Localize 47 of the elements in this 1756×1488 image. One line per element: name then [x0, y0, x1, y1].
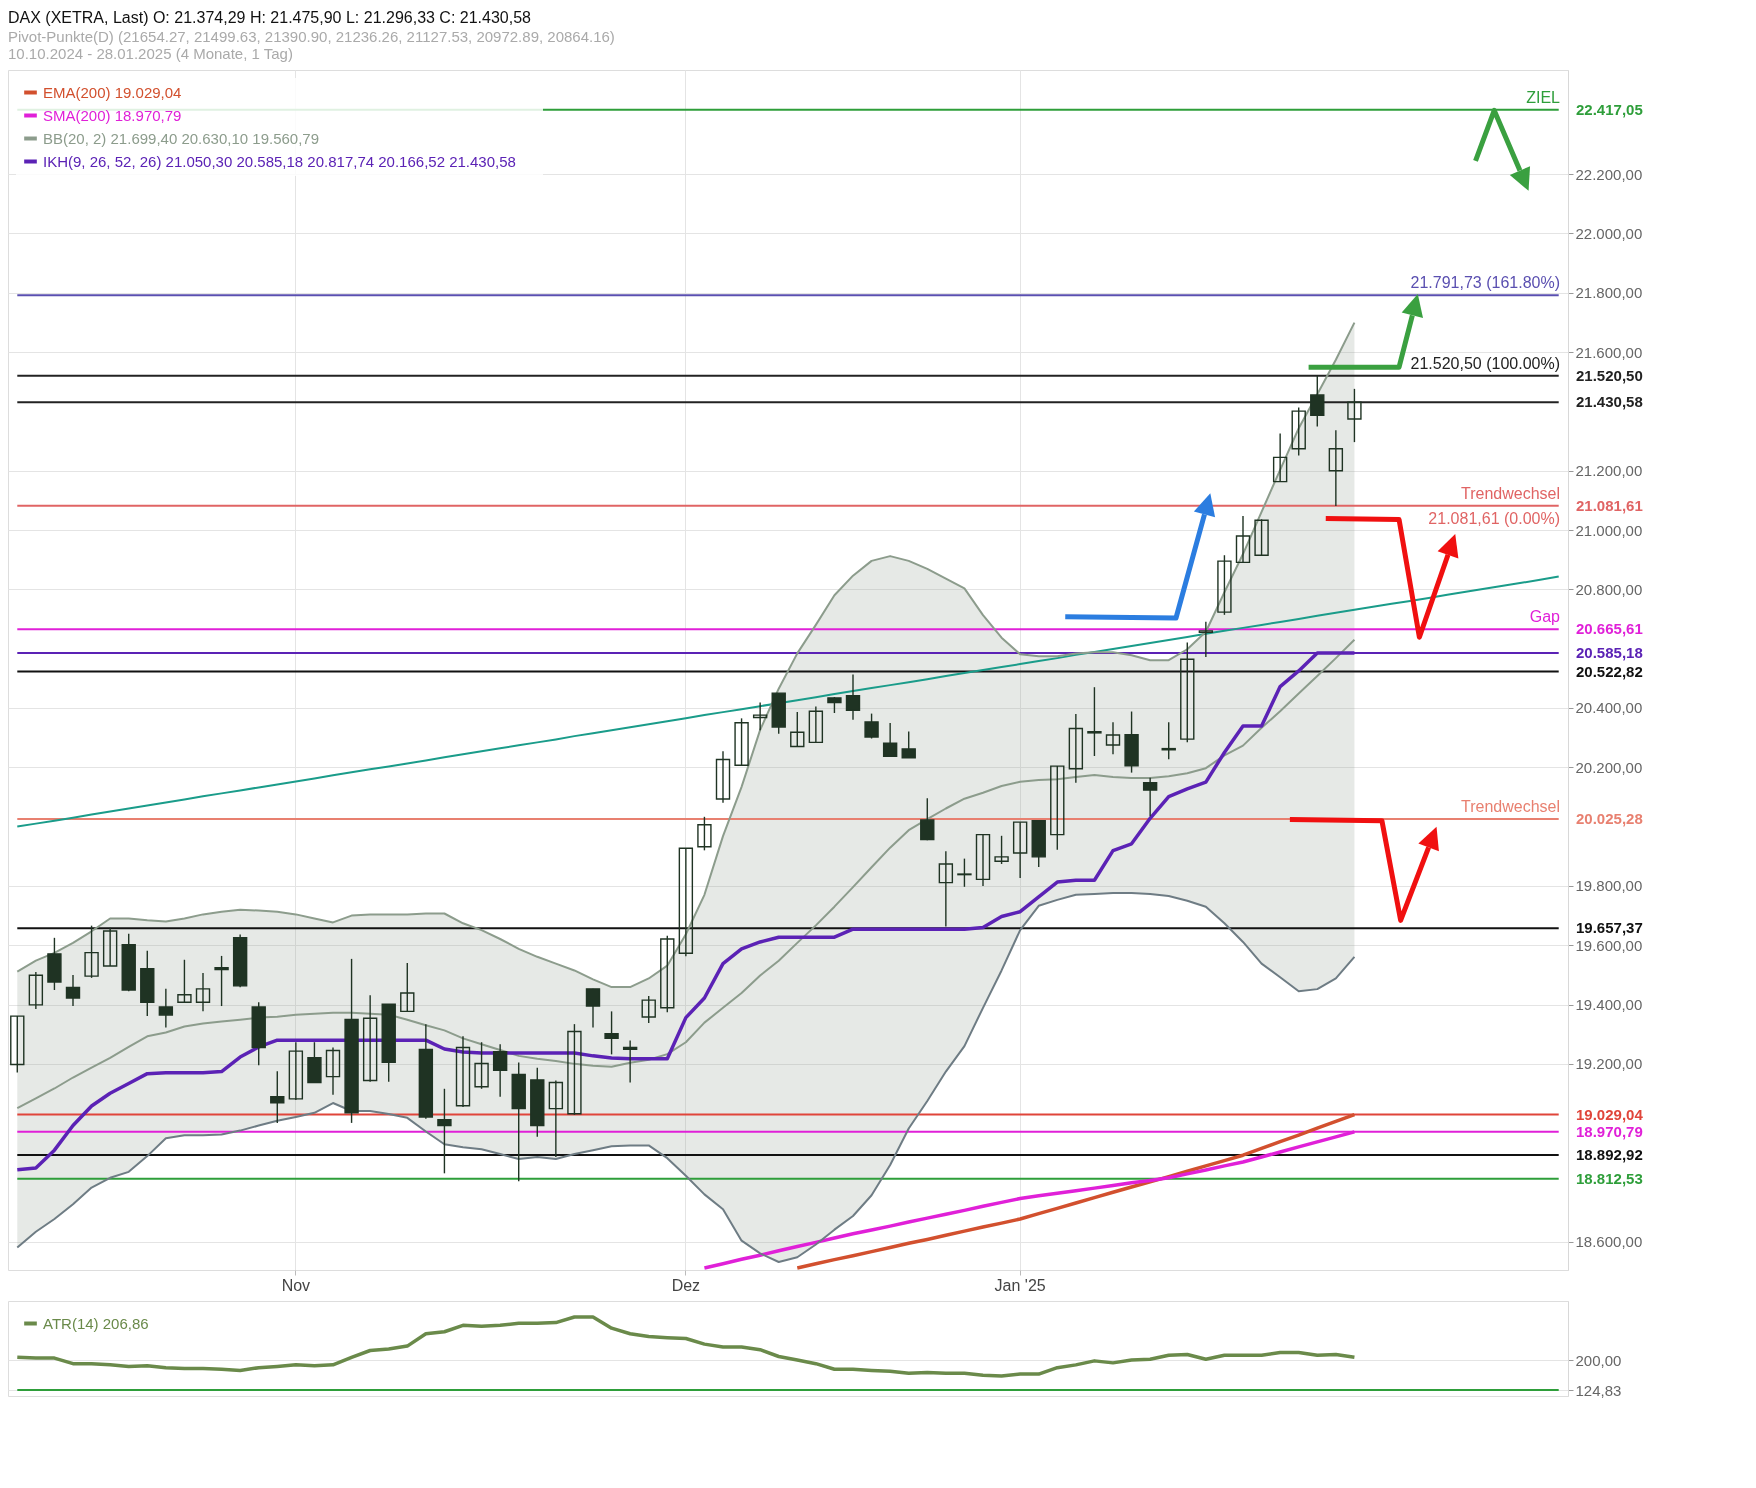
y-tick-label: 200,00 — [1575, 1351, 1622, 1369]
legend-label: EMA(200) 19.029,04 — [43, 83, 182, 101]
annotation: 21.081,61 (0.00%) — [1428, 509, 1560, 527]
ref-line-label: 18.812,53 — [1576, 1169, 1643, 1187]
ref-line-label: 18.970,79 — [1576, 1122, 1643, 1140]
y-tick-label: 20.400,00 — [1575, 699, 1643, 717]
y-tick-label: 19.400,00 — [1575, 996, 1643, 1014]
ref-line-label: 21.430,58 — [1576, 393, 1643, 411]
y-tick-label: 21.800,00 — [1575, 284, 1643, 302]
legend-label: BB(20, 2) 21.699,40 20.630,10 19.560,79 — [43, 129, 320, 147]
y-tick-label: 21.000,00 — [1575, 521, 1643, 539]
chart-title: DAX (XETRA, Last) O: 21.374,29 H: 21.475,90 L: 21.296,33 C: 21.430,58 — [8, 9, 532, 26]
ref-line-label: 18.892,92 — [1576, 1145, 1643, 1163]
y-tick-label: 22.200,00 — [1575, 165, 1643, 183]
ref-line-label: 19.657,37 — [1576, 919, 1643, 937]
ref-line-label: 21.520,50 — [1576, 366, 1643, 384]
ref-line-label: 22.417,05 — [1576, 100, 1643, 118]
x-tick-label: Dez — [671, 1276, 701, 1294]
ref-line-label: 19.029,04 — [1576, 1105, 1644, 1123]
y-tick-label: 124,83 — [1575, 1381, 1622, 1399]
legend-label: IKH(9, 26, 52, 26) 21.050,30 20.585,18 20.817,74 20.166,52 21.430,58 — [43, 152, 516, 170]
legend-label: SMA(200) 18.970,79 — [43, 106, 182, 124]
y-tick-label: 19.600,00 — [1575, 936, 1643, 954]
ref-line-label: 20.025,28 — [1576, 810, 1643, 828]
annotation: ZIEL — [1526, 88, 1561, 106]
y-tick-label: 22.000,00 — [1575, 224, 1643, 242]
y-tick-label: 21.600,00 — [1575, 343, 1643, 361]
annotation: Trendwechsel — [1460, 798, 1560, 816]
y-tick-label: 20.200,00 — [1575, 758, 1643, 776]
x-tick-label: Nov — [281, 1276, 311, 1294]
x-tick-label: Jan '25 — [994, 1276, 1046, 1294]
y-tick-label: 20.800,00 — [1575, 580, 1643, 598]
ref-line-label: 20.665,61 — [1576, 620, 1643, 638]
annotation: 21.791,73 (161.80%) — [1410, 274, 1560, 292]
ref-line-label: 21.081,61 — [1576, 496, 1643, 514]
text: Pivot-Punkte(D) (21654.27, 21499.63, 21390.90, 21236.26, 21127.53, 20972.89, 20864.16) — [8, 28, 615, 45]
text: 10.10.2024 - 28.01.2025 (4 Monate, 1 Tag) — [8, 45, 293, 62]
ref-line-label: 20.522,82 — [1576, 662, 1643, 680]
y-tick-label: 19.200,00 — [1575, 1055, 1643, 1073]
y-tick-label: 18.600,00 — [1575, 1233, 1643, 1251]
y-tick-label: 19.800,00 — [1575, 877, 1643, 895]
ref-line-label: 20.585,18 — [1576, 644, 1643, 662]
y-tick-label: 21.200,00 — [1575, 462, 1643, 480]
annotation: Trendwechsel — [1460, 484, 1560, 502]
annotation: 21.520,50 (100.00%) — [1410, 354, 1560, 372]
legend-label: ATR(14) 206,86 — [43, 1314, 149, 1332]
annotation: Gap — [1529, 608, 1561, 626]
